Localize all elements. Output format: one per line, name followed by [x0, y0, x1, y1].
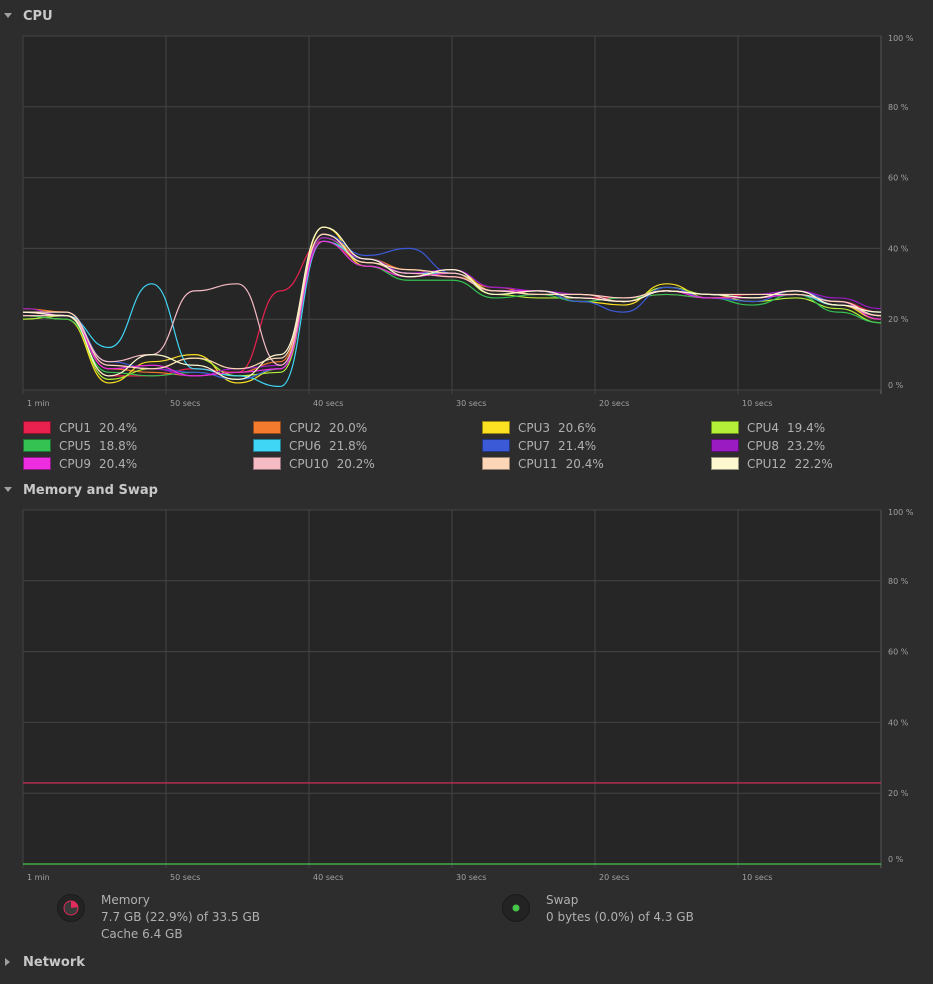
cpu-section-title: CPU [23, 8, 53, 24]
legend-item-cpu1[interactable]: CPU1 20.4% [23, 419, 137, 436]
memory-section-header[interactable]: Memory and Swap [0, 480, 158, 500]
color-swatch[interactable] [253, 421, 281, 434]
legend-label: CPU2 [289, 420, 322, 435]
y-tick-label: 20 % [888, 315, 909, 324]
color-swatch[interactable] [482, 421, 510, 434]
x-tick-label: 10 secs [742, 873, 772, 882]
x-tick-label: 20 secs [599, 399, 629, 408]
memory-history-graph: 100 % 80 % 60 % 40 % 20 % 0 % 1 min 50 secs 40 s… [22, 508, 914, 882]
memory-pie-icon[interactable] [57, 894, 85, 922]
legend-item-cpu10[interactable]: CPU10 20.2% [253, 455, 375, 472]
memory-cache: Cache 6.4 GB [101, 927, 183, 941]
color-swatch[interactable] [711, 457, 739, 470]
y-tick-label: 80 % [888, 577, 909, 586]
x-tick-label: 30 secs [456, 399, 486, 408]
legend-item-cpu12[interactable]: CPU12 22.2% [711, 455, 833, 472]
legend-label: CPU3 [518, 420, 551, 435]
legend-label: CPU4 [747, 420, 780, 435]
y-tick-label: 0 % [888, 855, 904, 864]
legend-value: 18.8% [99, 438, 138, 453]
legend-value: 20.4% [565, 456, 604, 471]
swap-label: Swap [546, 893, 579, 907]
x-tick-label: 50 secs [170, 399, 200, 408]
memory-label: Memory [101, 893, 150, 907]
legend-item-cpu11[interactable]: CPU11 20.4% [482, 455, 604, 472]
legend-label: CPU8 [747, 438, 780, 453]
color-swatch[interactable] [23, 421, 51, 434]
legend-label: CPU6 [289, 438, 322, 453]
color-swatch[interactable] [253, 457, 281, 470]
x-tick-label: 20 secs [599, 873, 629, 882]
swap-usage: 0 bytes (0.0%) of 4.3 GB [546, 910, 694, 924]
series-line-cpu7 [23, 233, 882, 380]
legend-label: CPU5 [59, 438, 92, 453]
color-swatch[interactable] [482, 457, 510, 470]
legend-value: 20.4% [99, 456, 138, 471]
cpu-history-graph: 100 % 80 % 60 % 40 % 20 % 0 % 1 min 50 secs 40 s… [22, 34, 914, 408]
legend-value: 23.2% [787, 438, 826, 453]
y-tick-label: 20 % [888, 789, 909, 798]
network-section-header[interactable]: Network [0, 952, 85, 972]
legend-label: CPU10 [289, 456, 329, 471]
y-tick-label: 40 % [888, 244, 909, 253]
color-swatch[interactable] [253, 439, 281, 452]
y-tick-label: 60 % [888, 648, 909, 657]
expander-down-icon [4, 12, 12, 20]
legend-value: 20.2% [336, 456, 375, 471]
color-swatch[interactable] [23, 457, 51, 470]
x-tick-label: 40 secs [313, 399, 343, 408]
memory-section-title: Memory and Swap [23, 482, 158, 498]
series-line-cpu5 [22, 240, 882, 380]
legend-value: 20.4% [99, 420, 138, 435]
legend-item-cpu3[interactable]: CPU3 20.6% [482, 419, 596, 436]
legend-value: 19.4% [787, 420, 826, 435]
legend-value: 21.4% [558, 438, 597, 453]
swap-info: Swap 0 bytes (0.0%) of 4.3 GB [502, 892, 694, 926]
legend-item-cpu9[interactable]: CPU9 20.4% [23, 455, 137, 472]
y-tick-label: 0 % [888, 381, 904, 390]
expander-down-icon [4, 486, 12, 494]
memory-info: Memory 7.7 GB (22.9%) of 33.5 GB Cache 6… [57, 892, 260, 943]
legend-label: CPU1 [59, 420, 92, 435]
legend-value: 20.0% [329, 420, 368, 435]
network-section-title: Network [23, 954, 85, 970]
x-tick-label: 1 min [27, 399, 50, 408]
x-tick-label: 10 secs [742, 399, 772, 408]
x-tick-label: 30 secs [456, 873, 486, 882]
legend-item-cpu6[interactable]: CPU6 21.8% [253, 437, 367, 454]
y-tick-label: 60 % [888, 174, 909, 183]
color-swatch[interactable] [482, 439, 510, 452]
color-swatch[interactable] [711, 421, 739, 434]
y-tick-label: 40 % [888, 718, 909, 727]
y-tick-label: 80 % [888, 103, 909, 112]
x-tick-label: 40 secs [313, 873, 343, 882]
legend-item-cpu4[interactable]: CPU4 19.4% [711, 419, 825, 436]
legend-value: 20.6% [558, 420, 597, 435]
x-tick-label: 50 secs [170, 873, 200, 882]
expander-right-icon [4, 958, 12, 966]
legend-label: CPU11 [518, 456, 558, 471]
swap-pie-icon[interactable] [502, 894, 530, 922]
legend-item-cpu2[interactable]: CPU2 20.0% [253, 419, 367, 436]
x-tick-label: 1 min [27, 873, 50, 882]
color-swatch[interactable] [23, 439, 51, 452]
legend-value: 22.2% [794, 456, 833, 471]
series-line-cpu12 [22, 226, 882, 380]
legend-item-cpu8[interactable]: CPU8 23.2% [711, 437, 825, 454]
legend-label: CPU12 [747, 456, 787, 471]
cpu-section-header[interactable]: CPU [0, 6, 53, 26]
y-tick-label: 100 % [888, 508, 914, 517]
legend-value: 21.8% [329, 438, 368, 453]
legend-item-cpu7[interactable]: CPU7 21.4% [482, 437, 596, 454]
legend-label: CPU9 [59, 456, 92, 471]
legend-item-cpu5[interactable]: CPU5 18.8% [23, 437, 137, 454]
legend-label: CPU7 [518, 438, 551, 453]
y-tick-label: 100 % [888, 34, 914, 43]
color-swatch[interactable] [711, 439, 739, 452]
memory-usage: 7.7 GB (22.9%) of 33.5 GB [101, 910, 260, 924]
